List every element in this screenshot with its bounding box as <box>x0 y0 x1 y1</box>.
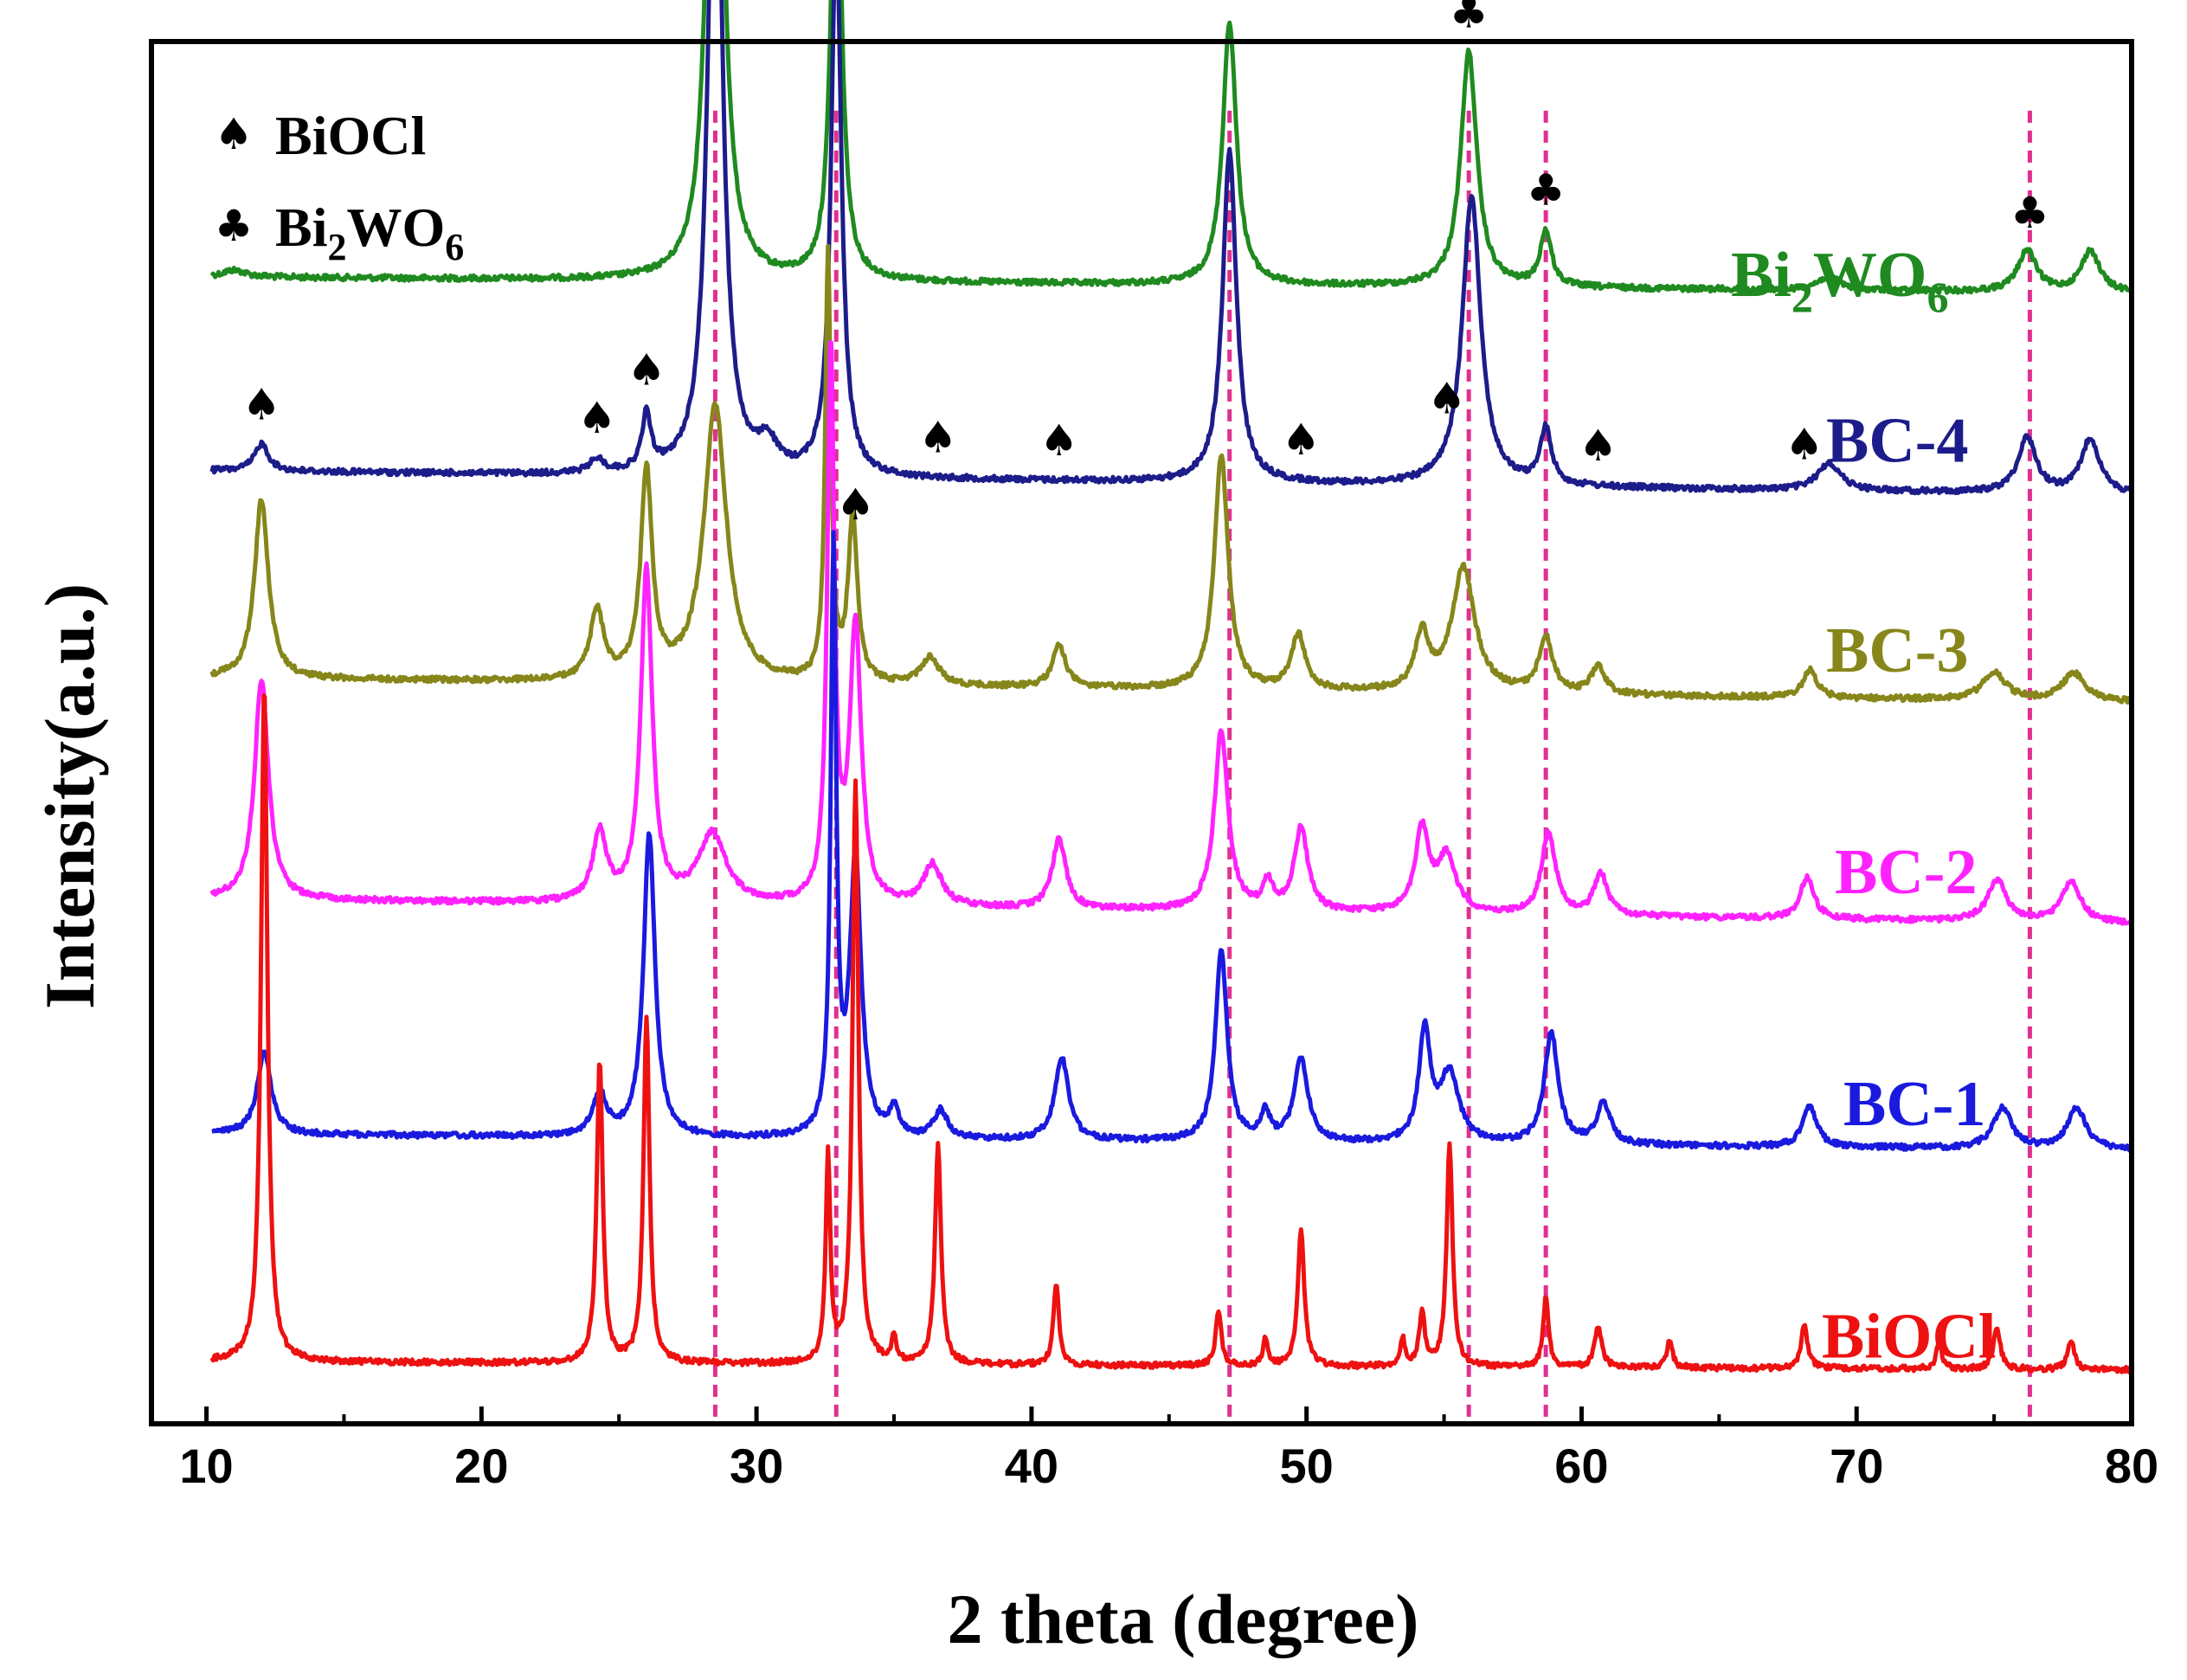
series-line-bc-3 <box>209 243 2132 705</box>
peak-marker-5: ♣ <box>2010 188 2049 238</box>
legend: ♠ BiOCl ♣ Bi2WO6 <box>215 105 465 268</box>
x-tick-label-50: 50 <box>1280 1439 1334 1493</box>
series-label-sub2: 6 <box>1926 273 1948 321</box>
x-axis-title: 2 theta (degree) <box>948 1580 1419 1658</box>
peak-markers: ♣♣♣♣♣♣♠♠♠♠♠♠♠♠♠♠ <box>242 0 2049 530</box>
series-label-main: BC-1 <box>1843 1069 1985 1140</box>
series-label-bi2wo6: Bi2WO6 <box>1731 240 1948 321</box>
legend-label-bi2wo6-main: Bi <box>275 196 327 258</box>
series-label-main: BiOCl <box>1822 1301 1996 1372</box>
series-label-main: BC-4 <box>1826 405 1968 476</box>
series-label-main: BC-3 <box>1826 615 1968 686</box>
legend-label-bi2wo6-sub2: 6 <box>445 226 464 268</box>
series-line-bi2wo6 <box>209 0 2132 295</box>
series-label-bc-3: BC-3 <box>1826 615 1968 686</box>
peak-marker-9: ♠ <box>918 412 957 462</box>
plot-frame <box>149 39 2134 1426</box>
legend-symbol-biocl: ♠ <box>215 109 254 159</box>
peak-marker-11: ♠ <box>1282 415 1321 465</box>
x-tick-label-40: 40 <box>1005 1439 1058 1493</box>
peak-marker-13: ♠ <box>1579 421 1618 471</box>
peak-marker-12: ♠ <box>1427 373 1466 423</box>
peak-marker-15: ♠ <box>836 480 875 530</box>
peak-marker-14: ♠ <box>1785 420 1824 470</box>
peak-marker-3: ♣ <box>1450 0 1489 38</box>
series-line-biocl <box>209 693 2133 1375</box>
x-tick-label-80: 80 <box>2105 1439 2158 1493</box>
series-label-main: BC-2 <box>1835 837 1977 908</box>
y-axis-title: Intensity(a.u.) <box>30 583 109 1009</box>
series-lines <box>209 0 2133 1375</box>
series-line-bc-4 <box>209 0 2133 496</box>
peak-marker-2: ♣ <box>1210 0 1249 9</box>
legend-symbol-bi2wo6: ♣ <box>215 201 254 251</box>
x-tick-label-70: 70 <box>1830 1439 1883 1493</box>
x-tick-label-30: 30 <box>730 1439 783 1493</box>
series-label-main: Bi <box>1731 240 1791 311</box>
series-label-sub: 2 <box>1791 273 1813 321</box>
series-label-biocl: BiOCl <box>1822 1301 1996 1372</box>
series-labels: Bi2WO6 BC-4 BC-3 BC-2 BC-1 BiOCl <box>1731 240 1996 1372</box>
x-tick-label-10: 10 <box>179 1439 233 1493</box>
x-tick-label-60: 60 <box>1554 1439 1608 1493</box>
series-label-end: WO <box>1813 240 1927 311</box>
peak-marker-10: ♠ <box>1039 415 1078 466</box>
x-tick-label-20: 20 <box>454 1439 508 1493</box>
legend-label-biocl: BiOCl <box>275 105 426 166</box>
peak-marker-7: ♠ <box>577 393 616 443</box>
legend-label-bi2wo6-sub: 2 <box>327 226 346 268</box>
legend-label-bi2wo6: Bi2WO6 <box>275 196 464 268</box>
peak-marker-8: ♠ <box>627 344 666 395</box>
series-label-bc-2: BC-2 <box>1835 837 1977 908</box>
peak-marker-4: ♣ <box>1527 165 1566 216</box>
peak-marker-6: ♠ <box>242 379 281 429</box>
series-line-bc-2 <box>209 340 2132 926</box>
legend-label-biocl-main: BiOCl <box>275 105 426 166</box>
legend-label-bi2wo6-end: WO <box>346 196 445 258</box>
series-label-bc-4: BC-4 <box>1826 405 1968 476</box>
x-axis-ticks: 10 20 30 40 50 60 70 80 <box>179 1406 2158 1493</box>
series-line-bc-1 <box>210 530 2132 1153</box>
series-label-bc-1: BC-1 <box>1843 1069 1985 1140</box>
